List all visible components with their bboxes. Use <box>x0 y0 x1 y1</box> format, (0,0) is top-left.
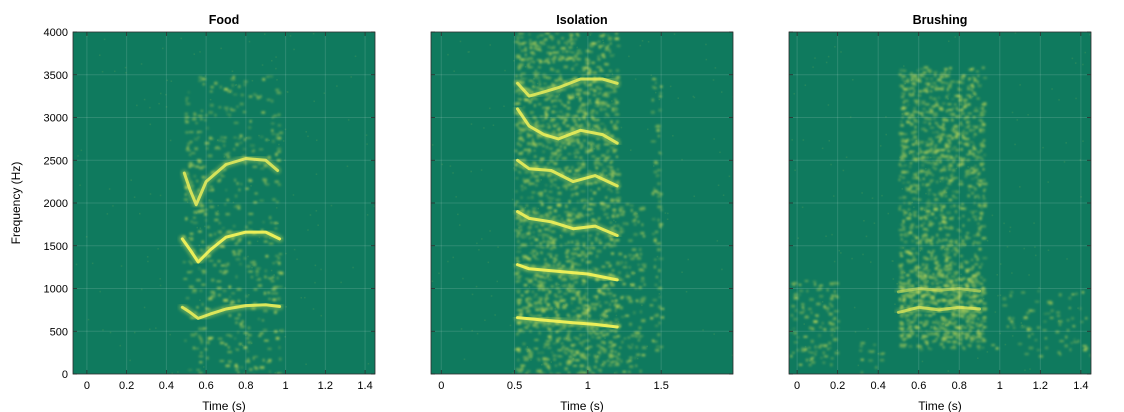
panel-isolation: Isolation 0 0.5 1 1.5 Time (s) <box>430 13 734 412</box>
energy-region <box>859 341 885 374</box>
harmonic-trace <box>896 305 981 314</box>
x-tick-label: 1 <box>585 380 591 392</box>
x-tick-label: 0 <box>84 380 90 392</box>
x-axis-label: Time (s) <box>202 399 246 412</box>
y-axis-label: Frequency (Hz) <box>9 162 23 245</box>
y-tick-label: 4000 <box>44 27 68 39</box>
x-tick-label: 1.2 <box>318 380 333 392</box>
energy-region <box>991 290 1091 358</box>
x-tick-label: 1.5 <box>654 380 669 392</box>
panel-title: Isolation <box>556 13 607 27</box>
harmonic-trace <box>516 263 619 282</box>
panel-title: Food <box>209 13 240 27</box>
y-tick-label: 1500 <box>44 241 68 253</box>
x-tick-label: 0 <box>794 380 800 392</box>
panel-brushing: Brushing 0 0.2 0.4 0.6 0.8 1 1.2 1.4 Time (s) <box>788 13 1092 412</box>
x-tick-label: 1.4 <box>1073 380 1088 392</box>
x-tick-label: 1.4 <box>357 380 372 392</box>
y-tick-label: 2500 <box>44 155 68 167</box>
x-tick-label: 0.6 <box>911 380 926 392</box>
y-tick-label: 2000 <box>44 198 68 210</box>
harmonic-trace <box>516 107 619 145</box>
x-axis-label: Time (s) <box>918 399 962 412</box>
energy-region <box>649 77 665 352</box>
spectrogram-content <box>75 32 375 374</box>
plot-area: 0 0.5 1 1.5 <box>430 31 734 392</box>
spectrogram-content <box>790 32 1091 374</box>
harmonic-trace <box>516 316 619 329</box>
energy-region <box>617 203 647 374</box>
panel-title: Brushing <box>913 13 968 27</box>
harmonic-trace <box>180 230 282 264</box>
x-tick-label: 0 <box>438 380 444 392</box>
harmonic-trace <box>182 157 280 207</box>
x-tick-label: 0.4 <box>159 380 174 392</box>
harmonic-glow <box>894 285 983 296</box>
energy-region <box>898 66 988 351</box>
harmonic-trace <box>516 210 619 237</box>
y-tick-label: 3000 <box>44 113 68 125</box>
harmonic-trace <box>516 158 619 188</box>
energy-region <box>898 271 987 341</box>
energy-region <box>182 75 284 374</box>
x-axis-label: Time (s) <box>560 399 604 412</box>
energy-region <box>790 280 840 367</box>
harmonic-trace <box>180 303 282 320</box>
x-tick-label: 0.2 <box>119 380 134 392</box>
x-tick-label: 0.2 <box>830 380 845 392</box>
y-tick-label: 0 <box>62 369 68 381</box>
harmonic-trace <box>516 77 619 98</box>
plot-area: 0 0.2 0.4 0.6 0.8 1 1.2 1.4 0 500 1000 1500 2000 2500… <box>44 27 376 392</box>
spectrogram-content <box>431 32 733 374</box>
harmonic-trace <box>896 287 981 294</box>
plot-area: 0 0.2 0.4 0.6 0.8 1 1.2 1.4 <box>788 31 1092 392</box>
x-tick-label: 1.2 <box>1033 380 1048 392</box>
y-tick-label: 1000 <box>44 284 68 296</box>
y-tick-label: 3500 <box>44 70 68 82</box>
x-tick-label: 0.8 <box>238 380 253 392</box>
panel-food: Food 0 0.2 0.4 0.6 0.8 1 1.2 1.4 0 500 1000 1500 200… <box>9 13 376 412</box>
x-tick-label: 0.6 <box>198 380 213 392</box>
x-tick-label: 0.4 <box>871 380 886 392</box>
y-tick-label: 500 <box>50 326 68 338</box>
x-tick-label: 0.8 <box>952 380 967 392</box>
x-tick-label: 1 <box>283 380 289 392</box>
noise-speckle <box>75 32 375 374</box>
x-tick-label: 1 <box>997 380 1003 392</box>
x-tick-label: 0.5 <box>507 380 522 392</box>
